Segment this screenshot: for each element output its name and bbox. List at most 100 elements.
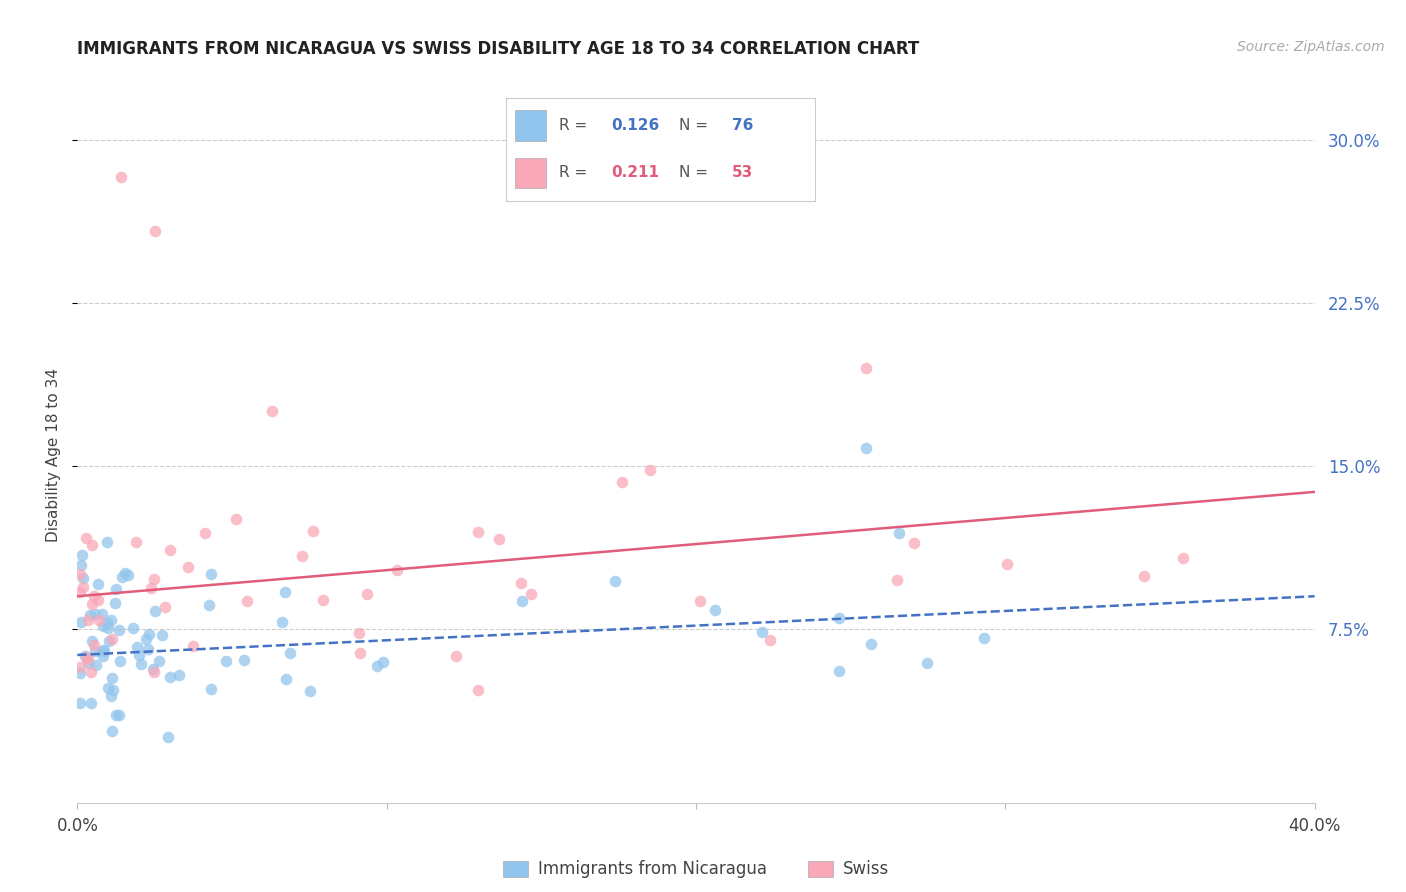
Point xyxy=(142,662,165,676)
Point xyxy=(136,641,159,656)
Point xyxy=(97,621,120,635)
Point xyxy=(520,587,543,601)
Point xyxy=(76,531,98,545)
Point xyxy=(69,584,91,599)
Point xyxy=(855,442,877,456)
Point xyxy=(973,632,995,646)
Point xyxy=(72,571,94,585)
Text: Source: ZipAtlas.com: Source: ZipAtlas.com xyxy=(1237,40,1385,54)
Point xyxy=(139,581,162,595)
Text: 76: 76 xyxy=(733,118,754,133)
Point xyxy=(97,681,120,695)
Point xyxy=(274,672,297,686)
Point xyxy=(90,607,112,621)
Point xyxy=(356,587,378,601)
Point xyxy=(860,637,883,651)
Point xyxy=(704,603,727,617)
Point xyxy=(84,657,107,672)
Point xyxy=(1132,568,1154,582)
Point xyxy=(107,624,129,638)
Point xyxy=(129,657,152,671)
Point xyxy=(91,648,114,663)
Point xyxy=(69,660,91,674)
Point xyxy=(347,626,370,640)
Point xyxy=(759,632,782,647)
Point xyxy=(225,512,247,526)
Point xyxy=(125,640,148,654)
Point xyxy=(855,361,877,376)
Legend: Immigrants from Nicaragua, Swiss: Immigrants from Nicaragua, Swiss xyxy=(496,854,896,885)
Point xyxy=(91,643,114,657)
Point xyxy=(605,574,627,588)
Point xyxy=(125,535,148,549)
Point xyxy=(122,621,145,635)
Point xyxy=(100,672,122,686)
Point xyxy=(148,654,170,668)
Point xyxy=(69,566,91,581)
Point xyxy=(69,696,91,710)
Point xyxy=(215,654,238,668)
Point xyxy=(110,654,132,668)
Point xyxy=(70,558,93,572)
Text: R =: R = xyxy=(558,165,592,180)
Point xyxy=(75,649,97,664)
Point xyxy=(87,577,110,591)
Text: N =: N = xyxy=(679,165,713,180)
Point xyxy=(110,169,132,184)
Point xyxy=(467,683,489,698)
Point xyxy=(107,708,129,723)
Point xyxy=(83,589,105,603)
Point xyxy=(96,534,118,549)
Point xyxy=(83,644,105,658)
Point xyxy=(100,690,122,704)
Point xyxy=(638,463,661,477)
Point xyxy=(200,567,222,582)
Point xyxy=(117,567,139,582)
Point xyxy=(150,628,173,642)
Point xyxy=(104,597,127,611)
Point xyxy=(103,683,125,698)
Text: IMMIGRANTS FROM NICARAGUA VS SWISS DISABILITY AGE 18 TO 34 CORRELATION CHART: IMMIGRANTS FROM NICARAGUA VS SWISS DISAB… xyxy=(77,40,920,58)
Point xyxy=(198,598,221,612)
Point xyxy=(143,573,166,587)
Point xyxy=(689,593,711,607)
Point xyxy=(82,597,104,611)
Point xyxy=(467,524,489,539)
Point xyxy=(274,585,297,599)
Point xyxy=(444,649,467,664)
Point xyxy=(299,684,322,698)
Point xyxy=(110,570,132,584)
Point xyxy=(887,526,910,541)
Point xyxy=(143,604,166,618)
Point xyxy=(366,658,388,673)
Point xyxy=(105,707,128,722)
Point xyxy=(510,594,533,608)
Point xyxy=(610,475,633,489)
Point xyxy=(291,549,314,563)
Point xyxy=(302,524,325,538)
Point xyxy=(312,593,335,607)
FancyBboxPatch shape xyxy=(516,111,547,141)
Text: 0.126: 0.126 xyxy=(612,118,659,133)
Point xyxy=(114,566,136,580)
Point xyxy=(77,652,100,666)
Point xyxy=(233,653,256,667)
Point xyxy=(509,576,531,591)
Point xyxy=(886,573,908,587)
Point xyxy=(1173,551,1195,566)
Point xyxy=(349,646,371,660)
Point xyxy=(181,640,204,654)
Point xyxy=(83,638,105,652)
Point xyxy=(278,646,301,660)
Point xyxy=(93,644,115,658)
Point xyxy=(70,548,93,562)
Point xyxy=(87,613,110,627)
Point xyxy=(79,665,101,680)
Point xyxy=(138,627,160,641)
Point xyxy=(194,525,217,540)
Point xyxy=(76,613,98,627)
Point xyxy=(828,665,851,679)
Point xyxy=(135,632,157,646)
Point xyxy=(270,615,292,630)
Point xyxy=(128,648,150,663)
